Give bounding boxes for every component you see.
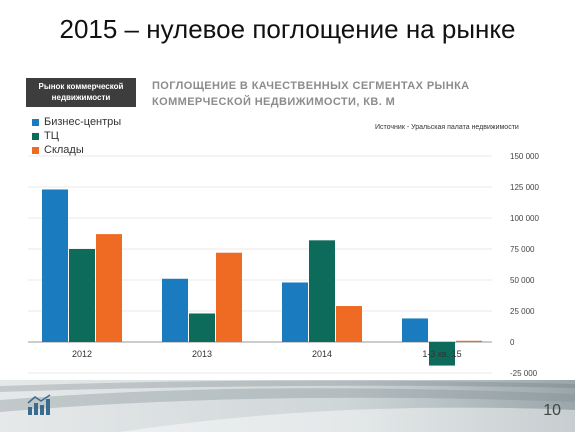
bar	[162, 278, 188, 342]
bar	[69, 249, 95, 342]
legend-label: ТЦ	[44, 130, 59, 142]
x-tick-label: 2014	[312, 349, 332, 359]
legend-swatch	[32, 146, 39, 154]
bar-chart: 150 000 125 000 100 000 75 000 50 000 25 000 0…	[28, 152, 539, 378]
chart-title: ПОГЛОЩЕНИЕ В КАЧЕСТВЕННЫХ СЕГМЕНТАХ РЫНК…	[152, 80, 470, 108]
legend-item-business-centers: Бизнес-центры	[32, 115, 121, 129]
y-tick-label: 25 000	[510, 307, 535, 316]
x-tick-label: 2013	[192, 349, 212, 359]
y-tick-label: 75 000	[510, 245, 535, 254]
legend-item-warehouses: Склады	[32, 143, 121, 157]
bar	[456, 340, 482, 342]
bar	[189, 313, 215, 342]
y-tick-label: -25 000	[510, 369, 538, 378]
x-tick-label: 1-3 кв. 15	[422, 349, 461, 359]
bar	[96, 234, 122, 342]
page-number: 10	[543, 402, 561, 419]
y-tick-label: 100 000	[510, 214, 539, 223]
slide-title: 2015 – нулевое поглощение на рынке	[59, 14, 516, 44]
legend-item-malls: ТЦ	[32, 129, 121, 143]
y-tick-label: 150 000	[510, 152, 539, 161]
legend-swatch	[32, 118, 39, 126]
bar	[282, 282, 308, 342]
bar	[429, 342, 455, 366]
y-tick-label: 125 000	[510, 183, 539, 192]
section-tag: Рынок коммерческой недвижимости	[26, 78, 136, 107]
legend-swatch	[32, 132, 39, 140]
y-tick-label: 0	[510, 338, 515, 347]
bar	[42, 189, 68, 342]
chart-legend: Бизнес-центры ТЦ Склады	[32, 115, 121, 157]
x-tick-label: 2012	[72, 349, 92, 359]
bar	[309, 240, 335, 342]
chart-source: Источник - Уральская палата недвижимости	[375, 124, 519, 131]
bar	[216, 252, 242, 342]
legend-label: Бизнес-центры	[44, 116, 122, 128]
legend-label: Склады	[44, 144, 84, 156]
y-tick-label: 50 000	[510, 276, 535, 285]
bar	[336, 306, 362, 342]
bar	[402, 318, 428, 342]
footer-band	[0, 380, 575, 432]
bar-chart-logo-icon	[27, 394, 51, 415]
